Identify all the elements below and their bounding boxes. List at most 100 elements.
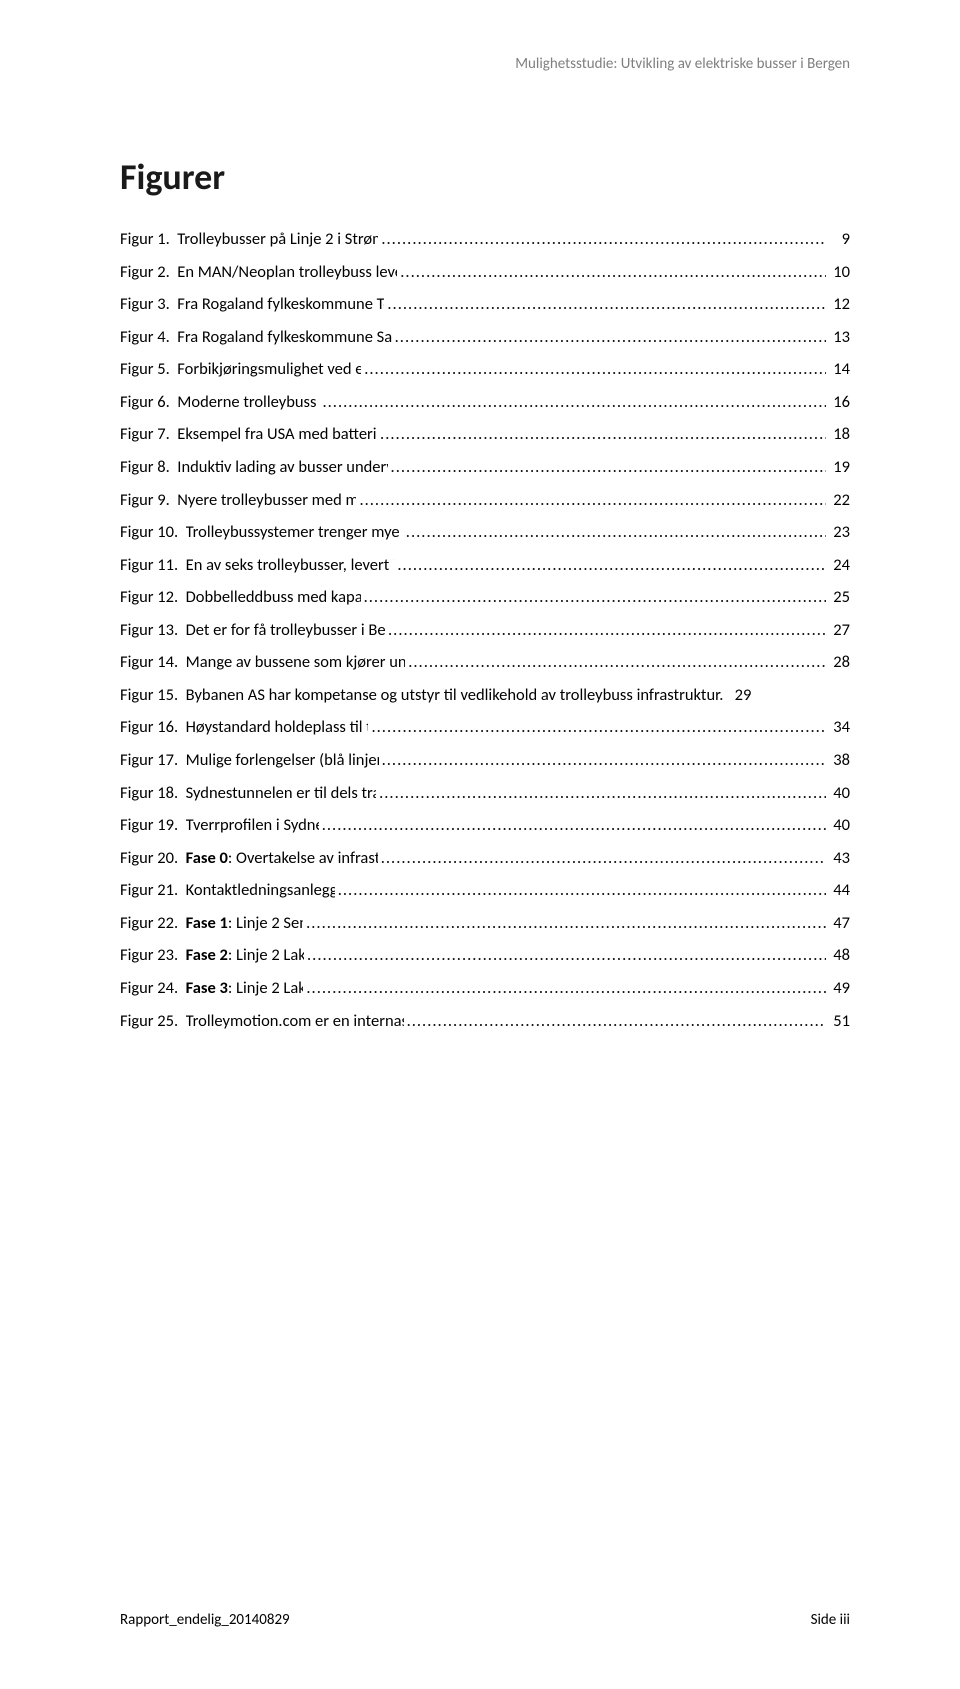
toc-entry: Figur 15. Bybanen AS har kompetanse og u… bbox=[120, 683, 850, 709]
toc-page-number: 13 bbox=[826, 325, 850, 351]
toc-entry: Figur 24. Fase 3: Linje 2 Laksevåg – Nes… bbox=[120, 976, 850, 1002]
toc-label: Figur 20. bbox=[120, 846, 186, 872]
toc-description: Tverrprofilen i Sydnestunnelen varierer. bbox=[186, 813, 319, 839]
toc-page-number: 44 bbox=[826, 878, 850, 904]
toc-entry: Figur 3. Fra Rogaland fylkeskommune Tekn… bbox=[120, 292, 850, 318]
toc-entry: Figur 5. Forbikjøringsmulighet ved endes… bbox=[120, 357, 850, 383]
toc-entry: Figur 21. Kontaktledningsanlegg kan være… bbox=[120, 878, 850, 904]
toc-entry: Figur 17. Mulige forlengelser (blå linje… bbox=[120, 748, 850, 774]
toc-description: Dobbelleddbuss med kapasitet opp mot 200… bbox=[186, 585, 361, 611]
toc-description: Høystandard holdeplass til trolleybuss i… bbox=[186, 715, 369, 741]
toc-description: Fra Rogaland fylkeskommune Teknologi val… bbox=[177, 292, 384, 318]
toc-page-number: 49 bbox=[826, 976, 850, 1002]
toc-description: Trolleybussystemer trenger mye infrastru… bbox=[186, 520, 403, 546]
toc-leader-dots bbox=[377, 422, 826, 448]
toc-label: Figur 13. bbox=[120, 618, 186, 644]
toc-description: Mulige forlengelser (blå linjer) av dage… bbox=[186, 748, 379, 774]
toc-label: Figur 25. bbox=[120, 1009, 186, 1035]
toc-leader-dots bbox=[394, 553, 826, 579]
toc-leader-dots bbox=[361, 585, 826, 611]
toc-description: Forbikjøringsmulighet ved endestopp I Ar… bbox=[177, 357, 361, 383]
toc-label: Figur 7. bbox=[120, 422, 177, 448]
toc-description: Moderne trolleybuss i Esslingen, Tysklan… bbox=[177, 390, 319, 416]
toc-description: Fra Rogaland fylkeskommune Sammenligning… bbox=[177, 325, 391, 351]
toc-page-number: 14 bbox=[826, 357, 850, 383]
toc-label: Figur 21. bbox=[120, 878, 186, 904]
toc-description: En av seks trolleybusser, levert i 2003,… bbox=[186, 553, 395, 579]
toc-description: Trolleymotion.com er en internasjonal gr… bbox=[186, 1009, 404, 1035]
toc-label: Figur 10. bbox=[120, 520, 186, 546]
toc-leader-dots bbox=[304, 943, 826, 969]
toc-page-number: 38 bbox=[826, 748, 850, 774]
toc-leader-dots bbox=[388, 455, 826, 481]
toc-label: Figur 17. bbox=[120, 748, 186, 774]
toc-label: Figur 11. bbox=[120, 553, 186, 579]
toc-label: Figur 16. bbox=[120, 715, 186, 741]
toc-description: Nyere trolleybusser med moderne og attra… bbox=[177, 488, 356, 514]
toc-leader-dots bbox=[379, 748, 826, 774]
toc-leader-dots bbox=[392, 325, 826, 351]
toc-leader-dots bbox=[356, 488, 826, 514]
toc-label: Figur 18. bbox=[120, 781, 186, 807]
toc-label: Figur 3. bbox=[120, 292, 177, 318]
toc-entry: Figur 13. Det er for få trolleybusser i … bbox=[120, 618, 850, 644]
toc-entry: Figur 7. Eksempel fra USA med batteribus… bbox=[120, 422, 850, 448]
toc-leader-dots bbox=[378, 846, 826, 872]
running-header: Mulighetsstudie: Utvikling av elektriske… bbox=[515, 55, 850, 73]
toc-label: Figur 23. bbox=[120, 943, 186, 969]
toc-leader-dots bbox=[397, 260, 826, 286]
page-content: Figurer Figur 1. Trolleybusser på Linje … bbox=[120, 155, 850, 1034]
toc-leader-dots bbox=[303, 911, 826, 937]
toc-page-number: 12 bbox=[826, 292, 850, 318]
footer-left: Rapport_endelig_20140829 bbox=[120, 1611, 290, 1629]
toc-page-number: 18 bbox=[826, 422, 850, 448]
toc-page-number: 27 bbox=[826, 618, 850, 644]
toc-label: Figur 2. bbox=[120, 260, 177, 286]
toc-leader-dots bbox=[361, 357, 826, 383]
toc-label: Figur 9. bbox=[120, 488, 177, 514]
toc-page-number: 51 bbox=[826, 1009, 850, 1035]
toc-description: Fase 1: Linje 2 Sentrum - Sædalen bbox=[186, 911, 303, 937]
toc-page-number: 25 bbox=[826, 585, 850, 611]
toc-page-number: 28 bbox=[826, 650, 850, 676]
toc-page-number: 9 bbox=[826, 227, 850, 253]
toc-leader-dots bbox=[335, 878, 826, 904]
toc-label: Figur 12. bbox=[120, 585, 186, 611]
toc-page-number: 43 bbox=[826, 846, 850, 872]
toc-description: Eksempel fra USA med batteribuss med hur… bbox=[177, 422, 377, 448]
toc-entry: Figur 12. Dobbelleddbuss med kapasitet o… bbox=[120, 585, 850, 611]
toc-description: Det er for få trolleybusser i Bergen til… bbox=[186, 618, 385, 644]
toc-page-number: 48 bbox=[826, 943, 850, 969]
toc-leader-dots bbox=[376, 781, 826, 807]
toc-label: Figur 22. bbox=[120, 911, 186, 937]
toc-leader-dots bbox=[319, 813, 826, 839]
toc-page-number: 40 bbox=[826, 781, 850, 807]
toc-label: Figur 14. bbox=[120, 650, 186, 676]
toc-leader-dots bbox=[403, 520, 826, 546]
toc-page-number: 16 bbox=[826, 390, 850, 416]
toc-entry: Figur 18. Sydnestunnelen er til dels tra… bbox=[120, 781, 850, 807]
toc-leader-dots bbox=[303, 976, 826, 1002]
toc-description: En MAN/Neoplan trolleybuss levert i 2003… bbox=[177, 260, 397, 286]
toc-label: Figur 15. bbox=[120, 683, 186, 709]
toc-entry: Figur 22. Fase 1: Linje 2 Sentrum - Sæda… bbox=[120, 911, 850, 937]
footer-right: Side iii bbox=[811, 1611, 850, 1629]
toc-page-number: 19 bbox=[826, 455, 850, 481]
toc-entry: Figur 10. Trolleybussystemer trenger mye… bbox=[120, 520, 850, 546]
toc-leader-dots bbox=[405, 650, 826, 676]
toc-leader-dots bbox=[385, 618, 826, 644]
toc-leader-dots bbox=[319, 390, 826, 416]
page-footer: Rapport_endelig_20140829 Side iii bbox=[120, 1611, 850, 1629]
toc-leader-dots bbox=[404, 1009, 826, 1035]
toc-entry: Figur 14. Mange av bussene som kjører un… bbox=[120, 650, 850, 676]
toc-entry: Figur 4. Fra Rogaland fylkeskommune Samm… bbox=[120, 325, 850, 351]
toc-page-number: 29 bbox=[727, 683, 751, 709]
toc-description: Fase 0: Overtakelse av infrastruktur, Se… bbox=[186, 846, 378, 872]
toc-entry: Figur 9. Nyere trolleybusser med moderne… bbox=[120, 488, 850, 514]
toc-entry: Figur 20. Fase 0: Overtakelse av infrast… bbox=[120, 846, 850, 872]
toc-label: Figur 1. bbox=[120, 227, 177, 253]
toc-entry: Figur 16. Høystandard holdeplass til tro… bbox=[120, 715, 850, 741]
toc-leader-dots bbox=[378, 227, 826, 253]
document-page: Mulighetsstudie: Utvikling av elektriske… bbox=[0, 0, 960, 1689]
toc-entry: Figur 19. Tverrprofilen i Sydnestunnelen… bbox=[120, 813, 850, 839]
